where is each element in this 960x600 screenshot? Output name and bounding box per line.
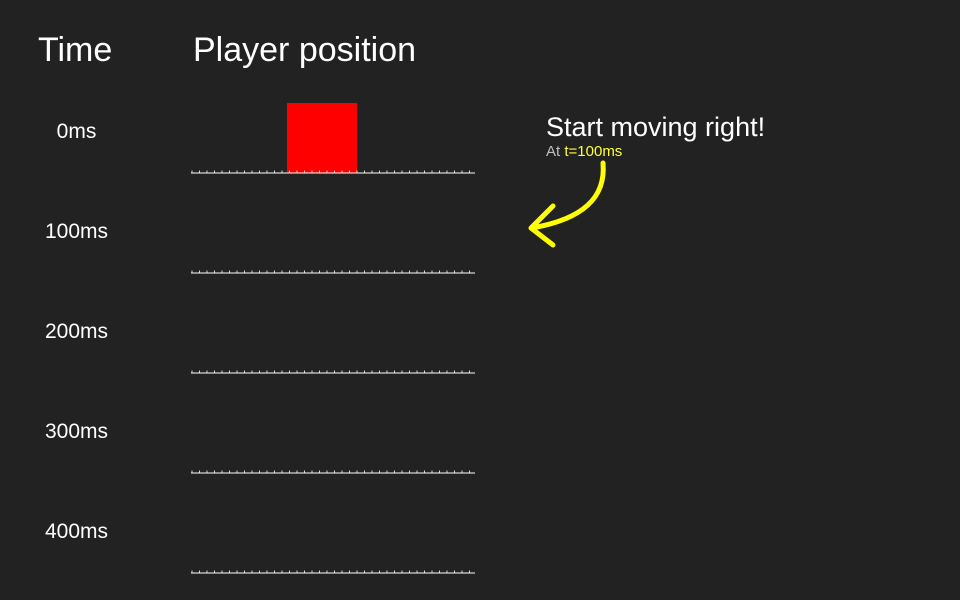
ground-line-100ms — [191, 270, 475, 276]
ground-line-400ms — [191, 570, 475, 576]
ground-line-200ms — [191, 370, 475, 376]
annotation-subtitle: At t=100ms — [546, 143, 622, 160]
time-label-400ms: 400ms — [44, 520, 109, 543]
time-label-200ms: 200ms — [44, 320, 109, 343]
position-column-header: Player position — [193, 31, 417, 69]
player-square — [287, 103, 357, 173]
annotation-title: Start moving right! — [546, 112, 766, 142]
annotation-time-highlight: t=100ms — [564, 143, 623, 160]
curved-arrow-icon — [528, 160, 606, 248]
ground-line-300ms — [191, 470, 475, 476]
time-label-0ms: 0ms — [56, 120, 97, 143]
time-label-300ms: 300ms — [44, 420, 109, 443]
time-column-header: Time — [38, 31, 113, 69]
time-label-100ms: 100ms — [44, 220, 109, 243]
ground-line-0ms — [191, 170, 475, 176]
annotation-sub-prefix: At — [546, 143, 561, 160]
